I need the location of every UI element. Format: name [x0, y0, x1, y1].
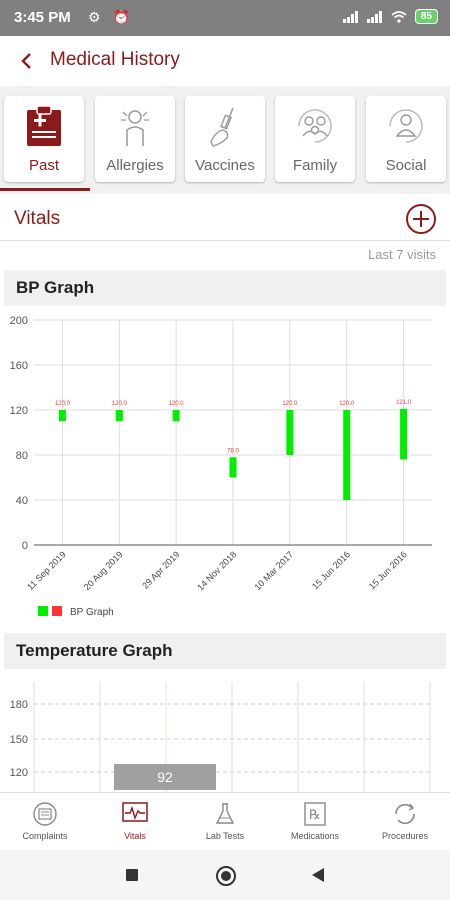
- system-back-button[interactable]: [312, 868, 324, 882]
- x-tick-label: 11 Sep 2019: [25, 549, 68, 592]
- y-tick-label: 80: [16, 450, 28, 462]
- tab-label: Vaccines: [195, 157, 255, 174]
- nav-procedures[interactable]: Procedures: [360, 793, 450, 851]
- bar-value-label: 120.0: [339, 401, 355, 407]
- vitals-header: Vitals: [0, 196, 450, 241]
- signal-icon-2: [366, 10, 382, 23]
- x-tick-label: 15 Jun 2016: [367, 549, 409, 591]
- nav-label: Lab Tests: [205, 831, 245, 841]
- bp-graph-header: BP Graph: [4, 270, 446, 306]
- tab-label: Past: [28, 157, 59, 174]
- social-person-icon: [389, 109, 423, 143]
- y-tick-label: 200: [10, 315, 28, 327]
- tab-allergies[interactable]: Allergies: [95, 96, 175, 182]
- y-tick-label: 0: [22, 540, 28, 552]
- x-tick-label: 15 Jun 2016: [310, 549, 352, 591]
- temperature-graph-title: Temperature Graph: [16, 641, 173, 660]
- bp-chart: 0 40 80 120 160 200 120.0 11 Sep 2019 120.0 20 Au…: [10, 315, 432, 618]
- nav-lab-tests[interactable]: Lab Tests: [180, 793, 270, 851]
- chart-tooltip: 92: [114, 764, 216, 790]
- nav-label: Procedures: [381, 831, 429, 841]
- tab-vaccines[interactable]: Vaccines: [185, 96, 265, 182]
- status-bar: 3:45 PM ⚙ ⏰ 85: [0, 0, 450, 36]
- tab-past[interactable]: Past: [4, 96, 84, 182]
- y-tick-label: 40: [16, 495, 28, 507]
- nav-label: Medications: [290, 831, 340, 841]
- tab-family[interactable]: Family: [275, 96, 355, 182]
- bar-value-label: 120.0: [55, 401, 71, 407]
- tab-label: Social: [385, 157, 427, 174]
- x-tick-label: 10 Mar 2017: [252, 549, 295, 592]
- bar-value-label: 121.0: [396, 400, 412, 406]
- status-time: 3:45 PM: [14, 9, 71, 26]
- bottom-navigation: Complaints Vitals Lab Tests ℞ Medication…: [0, 792, 450, 851]
- chevron-left-icon: [21, 53, 31, 69]
- status-icons: 85: [342, 9, 438, 24]
- active-tab-indicator: [0, 188, 90, 191]
- bp-bar: [343, 410, 351, 500]
- temperature-graph-header: Temperature Graph: [4, 633, 446, 669]
- y-tick-label: 160: [10, 360, 28, 372]
- bp-bar: [172, 410, 180, 422]
- recent-apps-button[interactable]: [126, 869, 138, 881]
- last-visits-label: Last 7 visits: [368, 247, 436, 262]
- x-tick-label: 29 Apr 2019: [140, 549, 181, 590]
- temperature-chart-area: 120 150 180: [0, 672, 450, 792]
- tab-social[interactable]: Social: [366, 96, 446, 182]
- bp-bar: [286, 410, 294, 455]
- y-tick-label: 180: [10, 699, 28, 711]
- bp-bar: [400, 408, 408, 460]
- y-tick-label: 150: [10, 734, 28, 746]
- notification-icons: ⚙ ⏰: [88, 9, 134, 25]
- legend-swatch-green: [38, 606, 48, 616]
- y-tick-label: 120: [10, 767, 28, 779]
- nav-medications[interactable]: ℞ Medications: [270, 793, 360, 851]
- bar-value-label: 120.0: [282, 401, 298, 407]
- bar-value-label: 120.0: [112, 401, 128, 407]
- flask-icon: [215, 803, 235, 824]
- rx-icon: ℞: [304, 802, 326, 826]
- vitals-icon: [122, 802, 148, 822]
- add-vitals-button[interactable]: [406, 204, 436, 234]
- bp-bar: [115, 410, 123, 422]
- bp-bar: [58, 410, 66, 422]
- legend-label: BP Graph: [70, 607, 114, 618]
- complaints-icon: [33, 802, 57, 826]
- back-button[interactable]: [12, 47, 40, 75]
- nav-vitals[interactable]: Vitals: [90, 793, 180, 851]
- vitals-title: Vitals: [14, 208, 61, 229]
- history-tabs: Past Allergies Vaccines Family: [0, 86, 450, 194]
- home-button[interactable]: [216, 866, 236, 886]
- syringe-hand-icon: [210, 107, 234, 147]
- family-icon: [298, 109, 332, 143]
- tab-label: Family: [292, 157, 338, 174]
- bar-value-label: 78.0: [227, 448, 239, 454]
- x-tick-label: 20 Aug 2019: [82, 549, 125, 592]
- svg-text:℞: ℞: [309, 807, 321, 822]
- allergy-person-icon: [121, 110, 149, 146]
- nav-label: Vitals: [124, 831, 146, 841]
- nav-label: Complaints: [22, 831, 68, 841]
- bp-bar: [229, 457, 237, 478]
- signal-icon: [342, 10, 358, 23]
- procedures-icon: [395, 803, 415, 825]
- nav-complaints[interactable]: Complaints: [0, 793, 90, 851]
- clipboard-icon: [27, 105, 61, 146]
- bar-value-label: 120.0: [169, 401, 185, 407]
- page-title: Medical History: [50, 49, 180, 70]
- wifi-icon: [391, 10, 407, 23]
- app-bar: Medical History: [0, 36, 450, 86]
- legend-swatch-red: [52, 606, 62, 616]
- battery-icon: 85: [414, 9, 438, 24]
- bp-graph-title: BP Graph: [16, 278, 95, 297]
- bp-chart-area: 0 40 80 120 160 200 120.0 11 Sep 2019 120.0 20 Au…: [0, 310, 450, 630]
- y-tick-label: 120: [10, 405, 28, 417]
- tab-label: Allergies: [106, 157, 164, 174]
- x-tick-label: 14 Nov 2018: [195, 549, 238, 592]
- temperature-chart: 120 150 180: [10, 682, 432, 792]
